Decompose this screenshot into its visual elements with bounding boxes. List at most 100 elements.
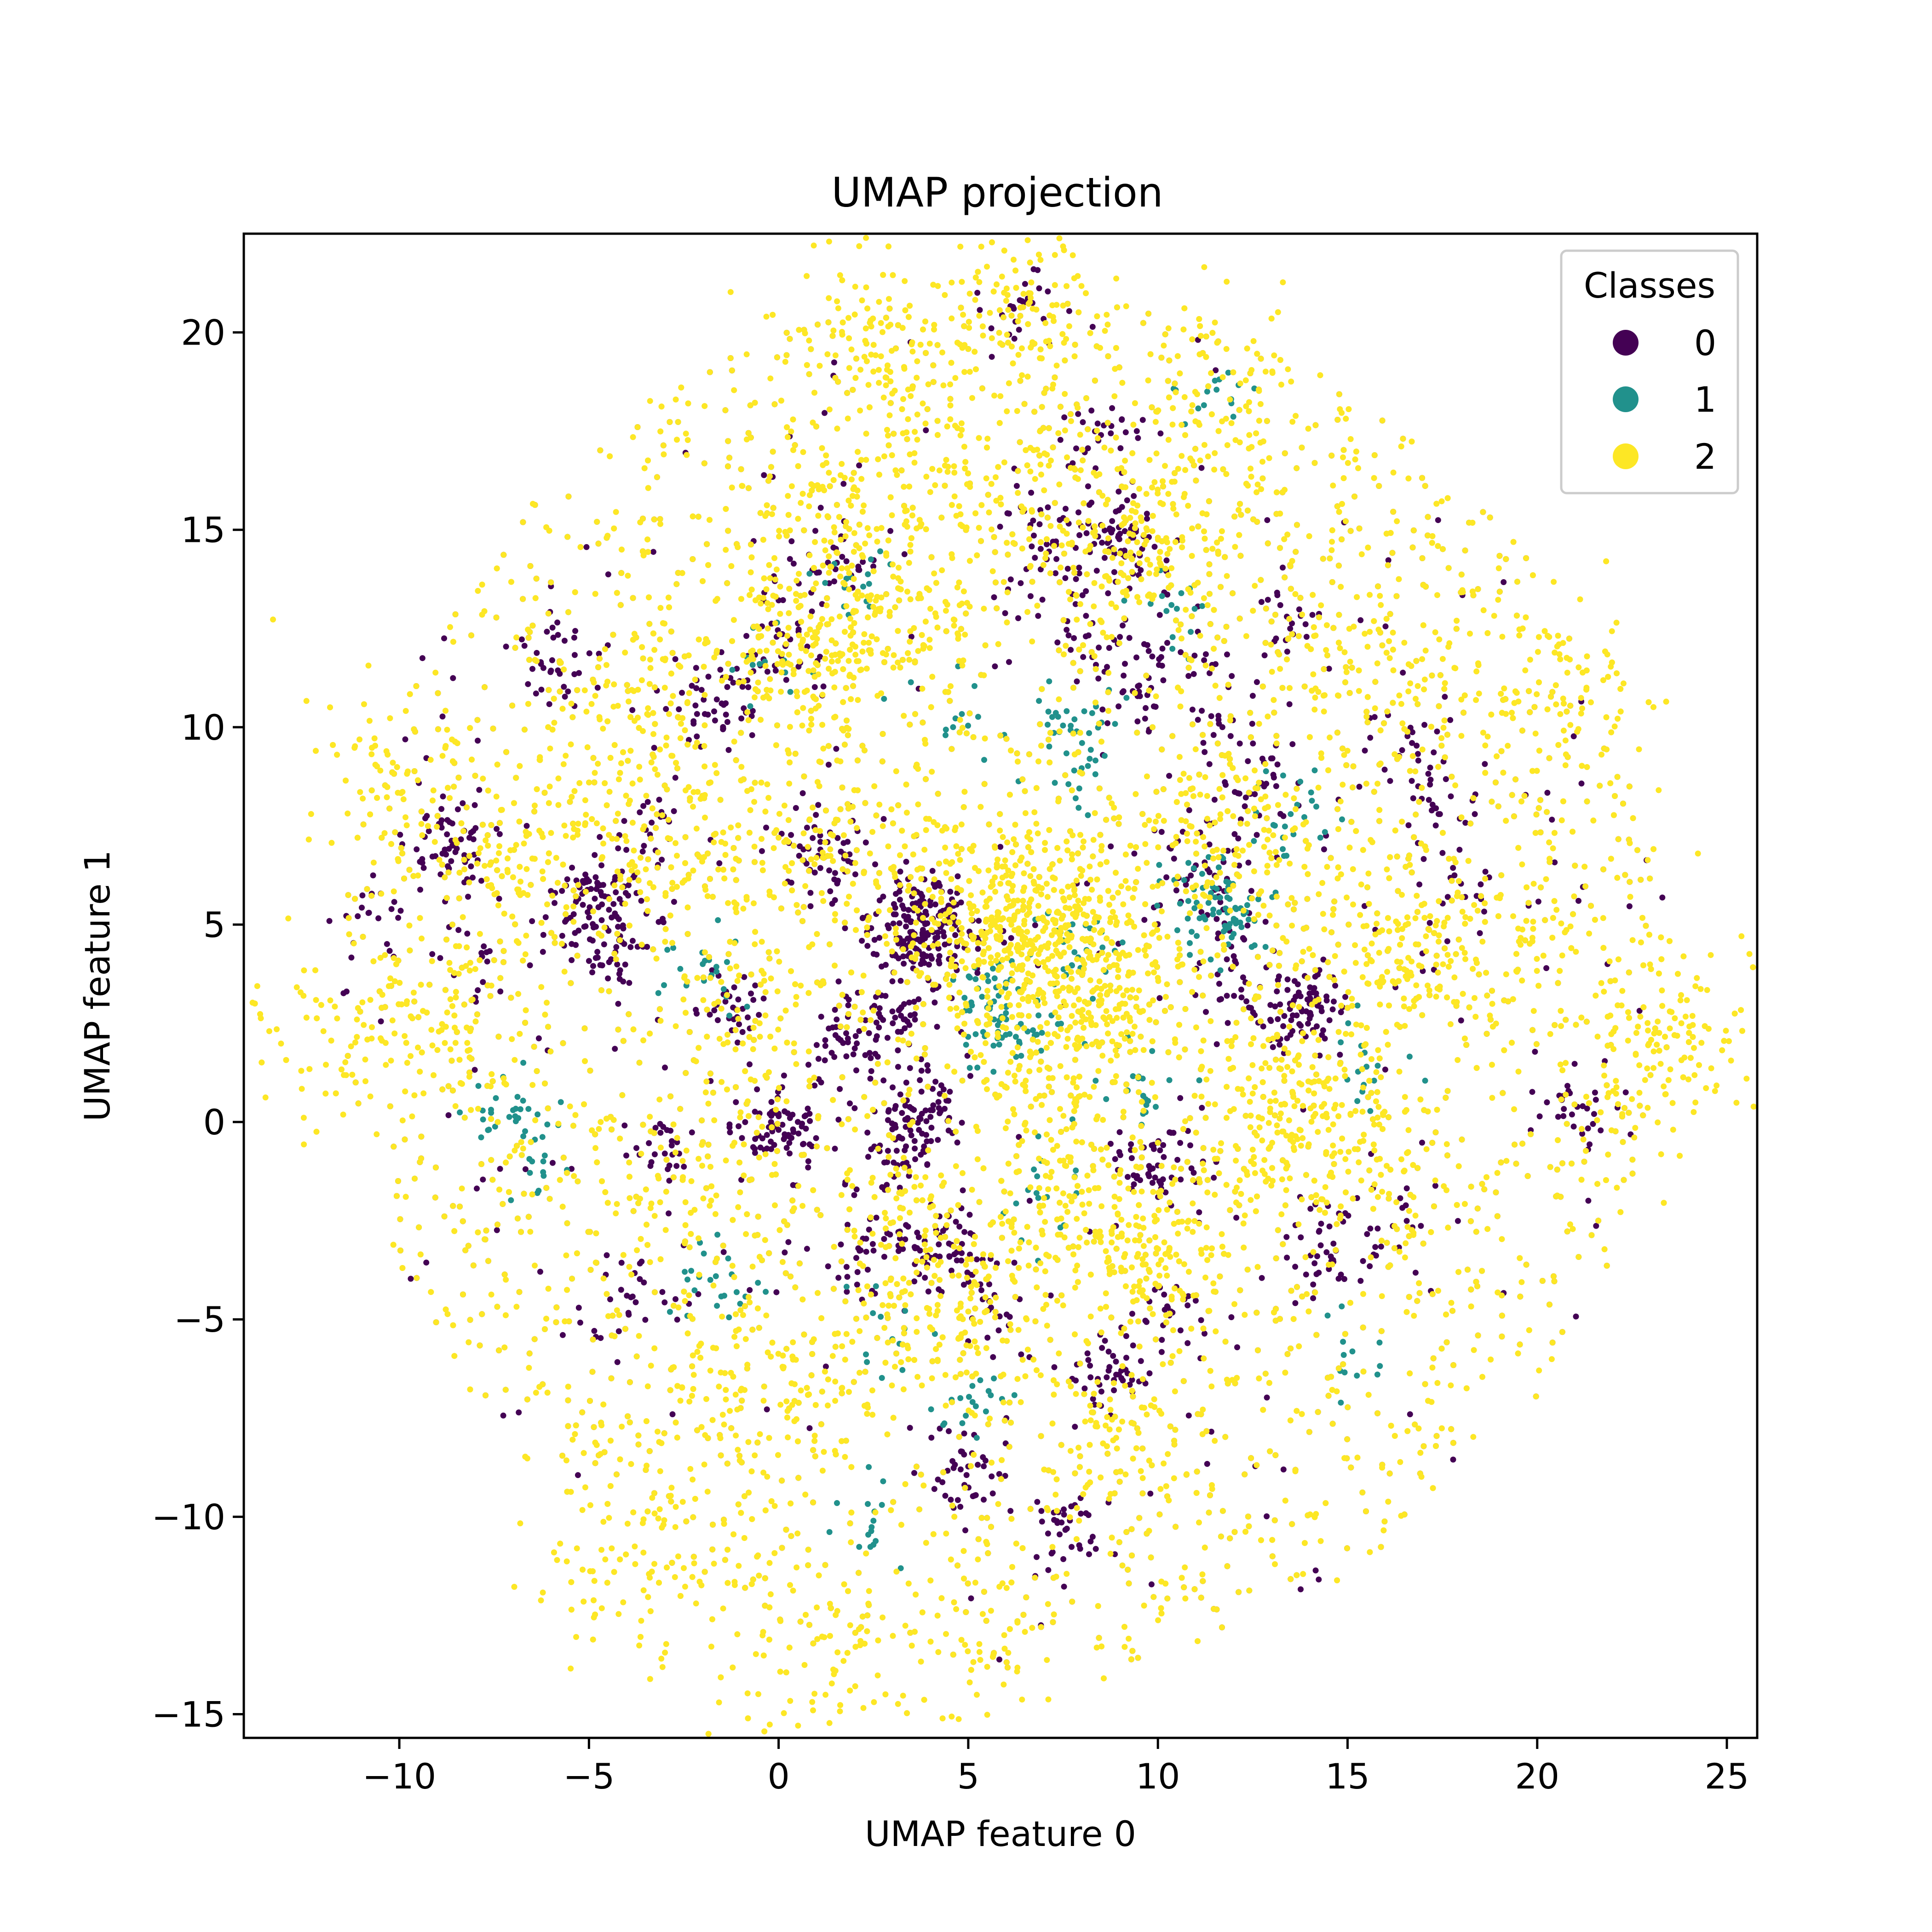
scatter-point [1338,1009,1344,1015]
scatter-point [1101,753,1108,759]
scatter-point [1099,1345,1105,1351]
scatter-point [1185,673,1192,679]
scatter-point [586,914,592,920]
scatter-point [1116,703,1122,710]
scatter-point [961,995,968,1001]
scatter-point [844,1274,851,1280]
scatter-point [835,978,842,985]
scatter-point [598,917,605,923]
scatter-point [752,1146,758,1152]
scatter-point [1659,894,1666,901]
scatter-point [1160,1142,1167,1148]
scatter-point [1249,1146,1256,1153]
scatter-point [1113,508,1119,515]
scatter-point [977,307,983,313]
scatter-point [475,737,481,744]
scatter-point [831,876,838,883]
scatter-point [1116,1129,1123,1135]
scatter-point [1045,1567,1052,1573]
scatter-point [1034,1554,1040,1560]
scatter-point [1573,1313,1579,1320]
scatter-point [426,828,432,834]
scatter-point [1015,615,1021,621]
scatter-point [822,1363,829,1370]
scatter-point [1013,1200,1019,1207]
scatter-point [813,812,819,818]
scatter-point [957,1504,964,1510]
scatter-point [657,1121,663,1127]
scatter-point [1031,532,1037,539]
scatter-point [965,1308,972,1315]
scatter-point [843,1283,850,1290]
scatter-point [1063,506,1069,512]
scatter-point [1122,429,1129,436]
scatter-point [1316,1576,1322,1583]
scatter-point [365,910,372,916]
scatter-point [947,889,954,895]
scatter-point [712,717,718,724]
scatter-point [1159,662,1165,669]
scatter-point [1265,597,1271,603]
scatter-point [1071,949,1078,955]
scatter-point [450,675,456,681]
scatter-point [738,715,745,722]
scatter-points [249,235,1757,1737]
scatter-point [1163,557,1170,564]
scatter-point [1104,720,1111,726]
scatter-point [897,897,903,903]
scatter-point [870,1248,877,1254]
scatter-point [1113,1358,1119,1365]
scatter-point [682,1269,688,1275]
scatter-point [1019,298,1025,305]
scatter-point [785,1239,792,1245]
scatter-point [1116,489,1122,495]
scatter-point [780,597,786,604]
scatter-point [897,1006,903,1012]
scatter-point [1073,1167,1079,1173]
scatter-point [590,963,596,969]
scatter-point [946,1254,953,1260]
scatter-point [326,918,333,924]
scatter-point [1190,1170,1197,1176]
scatter-point [907,1065,913,1071]
scatter-point [670,945,677,951]
scatter-point [1191,652,1198,659]
scatter-point [960,1187,966,1194]
scatter-point [822,410,828,416]
scatter-point [496,831,503,837]
scatter-point [1419,1139,1425,1146]
scatter-point [652,1125,659,1131]
scatter-point [972,976,979,982]
scatter-point [1039,597,1046,603]
scatter-point [966,1212,973,1218]
scatter-point [595,883,601,889]
scatter-point [901,960,907,967]
scatter-point [725,747,732,753]
scatter-point [1381,766,1388,773]
scatter-point [935,1476,941,1483]
scatter-point [822,1057,828,1064]
scatter-point [612,874,618,880]
scatter-point [540,932,546,938]
scatter-point [890,1020,896,1026]
scatter-point [1264,517,1271,523]
scatter-point [1532,1048,1538,1055]
scatter-point [1372,1244,1379,1250]
scatter-point [1185,898,1191,904]
scatter-point [908,919,914,925]
scatter-point [771,1142,777,1148]
scatter-point [1109,405,1116,411]
scatter-point [1213,916,1220,922]
scatter-point [1188,1165,1195,1172]
scatter-point [923,1132,929,1138]
scatter-point [1208,956,1214,963]
scatter-point [967,1073,973,1079]
scatter-point [1057,1531,1063,1538]
scatter-point [895,1047,901,1053]
scatter-point [540,1173,547,1179]
scatter-point [914,1230,920,1236]
scatter-point [761,472,767,478]
scatter-point [996,1041,1002,1048]
scatter-point [887,528,894,534]
scatter-point [1177,1095,1184,1101]
